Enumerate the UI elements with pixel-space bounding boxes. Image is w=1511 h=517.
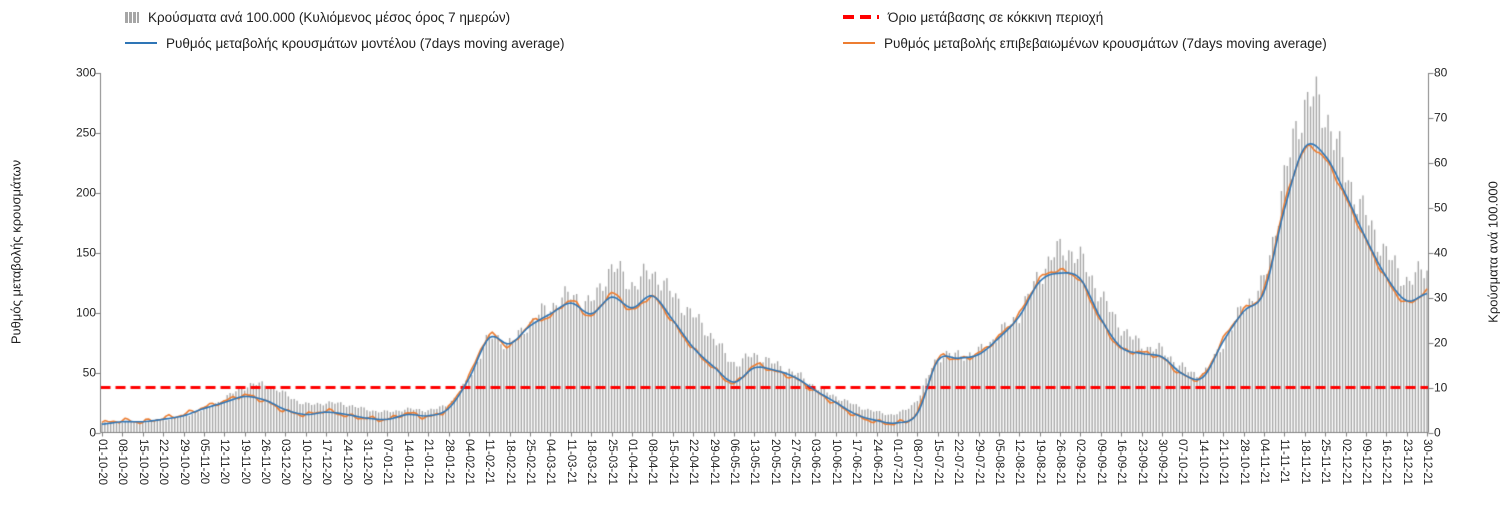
x-axis-tick-label: 19-08-21	[1033, 439, 1046, 486]
x-axis-tick-label: 01-10-20	[95, 439, 108, 486]
right-axis-tick-label: 30	[1434, 290, 1448, 305]
left-axis-tick-label: 300	[75, 65, 96, 80]
x-axis-tick-label: 29-10-20	[177, 439, 190, 486]
right-axis-tick-label: 70	[1434, 110, 1448, 125]
x-axis-tick-label: 05-11-20	[197, 439, 210, 485]
x-axis-tick-label: 04-02-21	[462, 439, 475, 486]
x-axis-tick-label: 10-06-21	[829, 439, 842, 486]
x-axis-tick-label: 22-04-21	[687, 439, 700, 486]
x-axis-tick-label: 17-12-20	[320, 439, 333, 486]
x-axis-tick-label: 15-04-21	[666, 439, 679, 486]
x-axis-tick-label: 24-12-20	[340, 439, 353, 486]
right-axis-tick-label: 0	[1434, 425, 1441, 439]
right-axis-tick-label: 60	[1434, 155, 1448, 170]
x-axis-tick-label: 16-09-21	[1115, 439, 1128, 486]
x-axis-tick-label: 20-05-21	[768, 439, 781, 486]
x-axis-tick-label: 13-05-21	[748, 439, 761, 486]
x-axis-tick-label: 31-12-20	[360, 439, 373, 486]
x-axis-tick-label: 12-11-20	[218, 439, 231, 485]
x-axis-tick-label: 30-09-21	[1156, 439, 1169, 486]
x-axis-tick-label: 28-10-21	[1237, 439, 1250, 486]
x-axis-tick-label: 06-05-21	[727, 439, 740, 486]
x-axis-tick-label: 02-12-21	[1339, 439, 1352, 486]
right-axis-tick-label: 20	[1434, 335, 1448, 350]
x-axis-tick-label: 21-01-21	[422, 439, 435, 486]
x-axis-tick-label: 29-04-21	[707, 439, 720, 486]
x-axis-tick-label: 01-04-21	[625, 439, 638, 486]
x-axis-tick-label: 02-09-21	[1074, 439, 1087, 486]
x-axis-tick-label: 18-03-21	[585, 439, 598, 486]
x-axis-tick-label: 09-09-21	[1094, 439, 1107, 486]
x-axis-tick-label: 08-10-20	[116, 439, 129, 486]
x-axis-tick-label: 03-06-21	[809, 439, 822, 486]
x-axis-tick-label: 22-10-20	[157, 439, 170, 486]
left-axis-tick-label: 200	[75, 185, 96, 200]
right-axis-tick-label: 40	[1434, 245, 1448, 260]
x-axis-tick-label: 23-09-21	[1135, 439, 1148, 486]
x-axis-tick-label: 15-07-21	[931, 439, 944, 486]
x-axis-tick-label: 07-01-21	[381, 439, 394, 486]
x-axis-tick-label: 28-01-21	[442, 439, 455, 486]
x-axis-tick-label: 15-10-20	[136, 439, 149, 486]
x-axis-tick-label: 14-10-21	[1196, 439, 1209, 486]
x-axis-tick-label: 27-05-21	[789, 439, 802, 486]
x-axis-tick-label: 11-11-21	[1278, 439, 1291, 484]
x-axis-tick-label: 04-11-21	[1257, 439, 1270, 485]
x-axis-tick-label: 09-12-21	[1359, 439, 1372, 486]
x-axis-tick-label: 25-03-21	[605, 439, 618, 486]
x-axis-tick-label: 19-11-20	[238, 439, 251, 485]
x-axis-tick-label: 25-02-21	[524, 439, 537, 486]
x-axis-tick-label: 26-08-21	[1054, 439, 1067, 486]
x-axis-tick-label: 12-08-21	[1013, 439, 1026, 486]
x-axis-tick-label: 04-03-21	[544, 439, 557, 486]
x-axis-tick-label: 17-06-21	[850, 439, 863, 486]
x-axis-tick-label: 22-07-21	[952, 439, 965, 486]
x-axis-tick-label: 14-01-21	[401, 439, 414, 486]
x-axis-tick-label: 01-07-21	[891, 439, 903, 486]
x-axis-tick-label: 25-11-21	[1319, 439, 1332, 485]
x-axis-tick-label: 21-10-21	[1217, 439, 1230, 486]
x-axis-tick-label: 08-04-21	[646, 439, 659, 486]
x-axis-tick-label: 11-02-21	[483, 439, 496, 485]
x-axis-tick-label: 18-11-21	[1298, 439, 1311, 485]
x-axis-tick-label: 30-12-21	[1421, 439, 1434, 486]
right-axis-tick-label: 50	[1434, 200, 1448, 215]
x-axis-tick-label: 18-02-21	[503, 439, 516, 486]
x-axis-tick-label: 03-12-20	[279, 439, 292, 486]
x-axis-tick-label: 29-07-21	[972, 439, 985, 486]
left-axis-tick-label: 50	[82, 365, 96, 380]
x-axis-tick-label: 10-12-20	[299, 439, 312, 486]
x-axis-tick-label: 07-10-21	[1176, 439, 1189, 486]
x-axis-tick-label: 26-11-20	[259, 439, 272, 485]
x-axis-tick-label: 11-03-21	[564, 439, 577, 485]
x-axis-tick-label: 08-07-21	[911, 439, 924, 486]
left-axis-tick-label: 100	[75, 305, 96, 320]
left-axis-tick-label: 250	[75, 125, 96, 140]
right-axis-tick-label: 80	[1434, 65, 1448, 80]
x-axis-tick-label: 23-12-21	[1400, 439, 1413, 486]
left-axis-tick-label: 0	[89, 425, 96, 439]
x-axis-tick-label: 05-08-21	[992, 439, 1005, 486]
x-axis-tick-label: 24-06-21	[870, 439, 883, 486]
left-axis-tick-label: 150	[75, 245, 96, 260]
right-axis-tick-label: 10	[1434, 380, 1448, 395]
x-axis-tick-label: 16-12-21	[1380, 439, 1393, 486]
